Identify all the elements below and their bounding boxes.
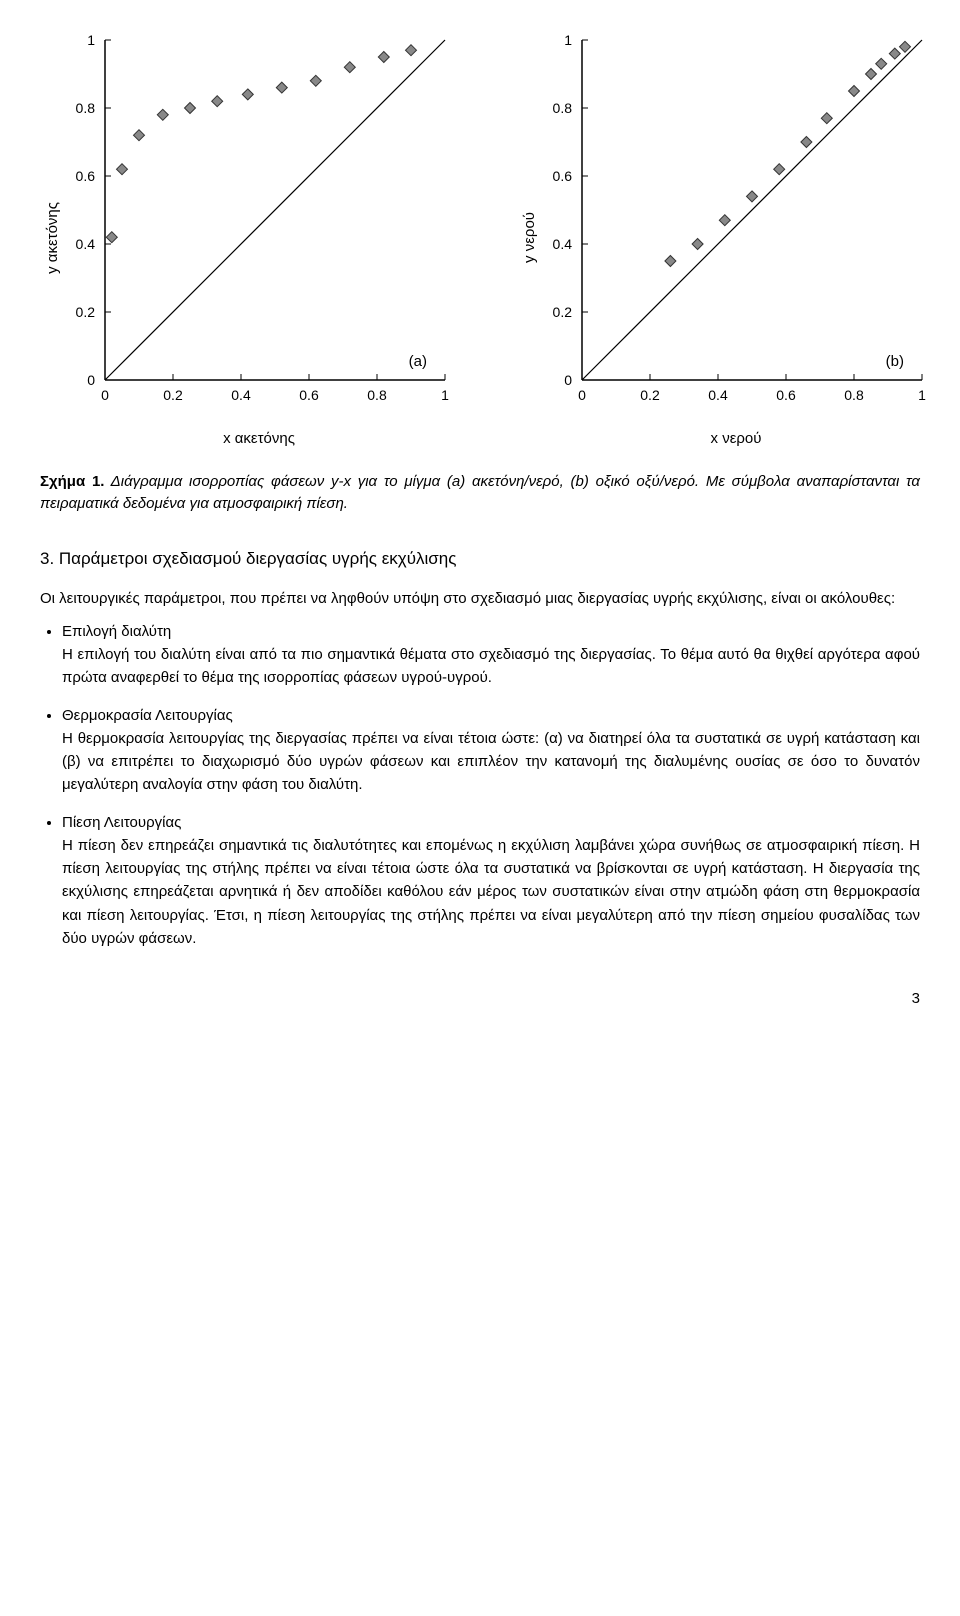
- list-item: Επιλογή διαλύτη Η επιλογή του διαλύτη εί…: [62, 620, 920, 690]
- charts-row: y ακετόνης 000.20.20.40.40.60.60.80.811(…: [40, 28, 920, 447]
- svg-text:0.8: 0.8: [367, 387, 387, 403]
- caption-lead: Σχήμα 1.: [40, 473, 104, 490]
- item-body: Η πίεση δεν επηρεάζει σημαντικά τις διαλ…: [62, 837, 920, 947]
- svg-text:1: 1: [564, 32, 572, 48]
- chart-b-block: y νερού 000.20.20.40.40.60.60.80.811(b) …: [517, 28, 934, 447]
- svg-text:0.8: 0.8: [844, 387, 864, 403]
- item-body: Η επιλογή του διαλύτη είναι από τα πιο σ…: [62, 646, 920, 686]
- chart-a: 00 0.2 0.2 0.4 0.4 0.6 0.6 0.8 0.8 1 1 (a): [61, 28, 457, 424]
- svg-text:0.2: 0.2: [640, 387, 660, 403]
- svg-text:1: 1: [918, 387, 926, 403]
- svg-text:0.2: 0.2: [553, 304, 573, 320]
- svg-text:0.2: 0.2: [76, 304, 96, 320]
- item-body: Η θερμοκρασία λειτουργίας της διεργασίας…: [62, 730, 920, 794]
- chart-a-block: y ακετόνης 00 0.2 0.2 0.4 0.4 0.6 0.6 0.8 0.8 1 1 (…: [40, 28, 457, 447]
- svg-text:0.4: 0.4: [231, 387, 251, 403]
- chart-b: 00 0.2 0.2 0.4 0.4 0.6 0.6 0.8 0.8 1 1 (b): [538, 28, 934, 424]
- svg-text:1: 1: [87, 32, 95, 48]
- svg-text:0.6: 0.6: [76, 168, 96, 184]
- item-title: Πίεση Λειτουργίας: [62, 811, 920, 834]
- svg-text:0.2: 0.2: [163, 387, 183, 403]
- page-number: 3: [40, 990, 920, 1007]
- svg-text:0: 0: [564, 372, 572, 388]
- svg-text:1: 1: [441, 387, 449, 403]
- section-heading: 3. Παράμετροι σχεδιασμού διεργασίας υγρή…: [40, 549, 920, 569]
- svg-text:0.6: 0.6: [776, 387, 796, 403]
- svg-text:0.6: 0.6: [299, 387, 319, 403]
- svg-text:(a): (a): [409, 353, 427, 370]
- svg-text:0: 0: [87, 372, 95, 388]
- chart-b-xlabel: x νερού: [538, 430, 934, 447]
- svg-text:0.4: 0.4: [708, 387, 728, 403]
- chart-a-xlabel: x ακετόνης: [61, 430, 457, 447]
- item-title: Επιλογή διαλύτη: [62, 620, 920, 643]
- list-item: Θερμοκρασία Λειτουργίας Η θερμοκρασία λε…: [62, 704, 920, 797]
- svg-text:0.6: 0.6: [553, 168, 573, 184]
- item-title: Θερμοκρασία Λειτουργίας: [62, 704, 920, 727]
- bullet-list: Επιλογή διαλύτη Η επιλογή του διαλύτη εί…: [40, 620, 920, 950]
- chart-a-ylabel: y ακετόνης: [40, 202, 61, 274]
- chart-b-ylabel: y νερού: [517, 212, 538, 263]
- list-item: Πίεση Λειτουργίας Η πίεση δεν επηρεάζει …: [62, 811, 920, 951]
- svg-text:0.4: 0.4: [76, 236, 96, 252]
- svg-text:0: 0: [101, 387, 109, 403]
- svg-text:0.8: 0.8: [76, 100, 96, 116]
- caption-text: Διάγραμμα ισορροπίας φάσεων y-x για το μ…: [40, 473, 920, 512]
- figure-caption: Σχήμα 1. Διάγραμμα ισορροπίας φάσεων y-x…: [40, 471, 920, 515]
- svg-text:0.8: 0.8: [553, 100, 573, 116]
- svg-text:(b): (b): [886, 353, 904, 370]
- svg-text:0: 0: [578, 387, 586, 403]
- intro-paragraph: Οι λειτουργικές παράμετροι, που πρέπει ν…: [40, 587, 920, 610]
- svg-text:0.4: 0.4: [553, 236, 573, 252]
